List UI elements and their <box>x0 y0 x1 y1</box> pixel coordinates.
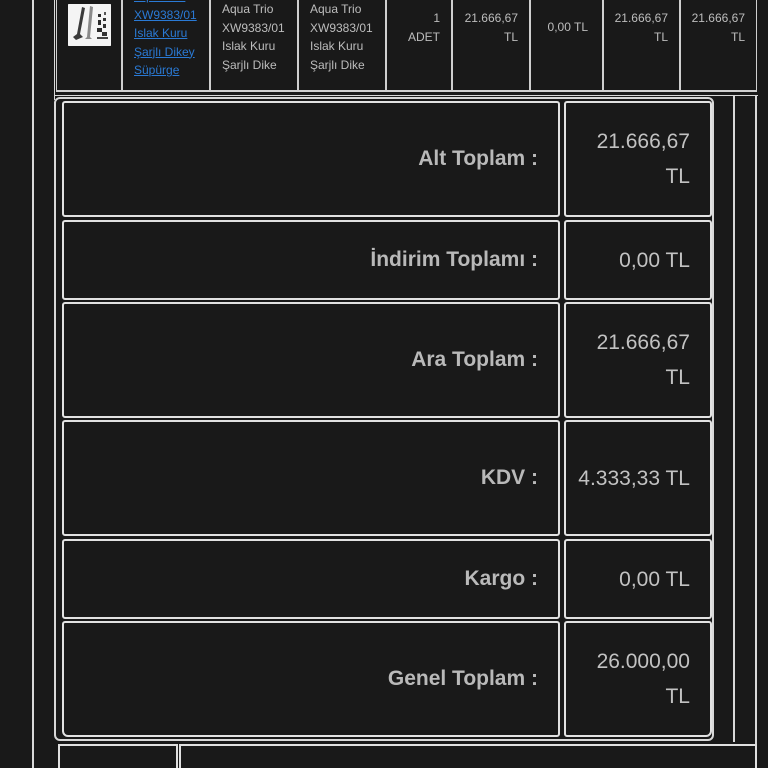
next-section-cell-left <box>58 744 178 768</box>
product-description-cell-1: Aqua Trio XW9383/01 Islak Kuru Şarjlı Di… <box>210 0 298 92</box>
intermediate-total-label: Ara Toplam : <box>62 302 560 418</box>
unit-price-cell: 21.666,67 TL <box>452 0 530 92</box>
next-section-cell-right <box>179 744 757 768</box>
intermediate-total-value: 21.666,67 TL <box>564 302 712 418</box>
outer-border-left <box>32 0 34 768</box>
net-price-cell: 21.666,67 TL <box>603 0 680 92</box>
product-name-link[interactable]: Aqua Trio XW9383/01 Islak Kuru Şarjlı Di… <box>134 0 197 77</box>
grand-total-value: 26.000,00 TL <box>564 621 712 737</box>
order-summary-table: Alt Toplam : 21.666,67 TL İndirim Toplam… <box>54 97 714 741</box>
inner-border-left <box>54 0 55 100</box>
outer-border-right-1 <box>733 96 735 742</box>
product-name-cell: Aqua Trio XW9383/01 Islak Kuru Şarjlı Di… <box>122 0 210 92</box>
quantity-unit: ADET <box>407 29 440 44</box>
quantity-value: 1 <box>433 11 440 25</box>
discount-cell: 0,00 TL <box>530 0 603 92</box>
subtotal-label: Alt Toplam : <box>62 101 560 217</box>
vacuum-cleaner-product-image[interactable] <box>68 4 111 46</box>
discount-total-value: 0,00 TL <box>564 220 712 300</box>
subtotal-value: 21.666,67 TL <box>564 101 712 217</box>
vacuum-cleaner-icon <box>68 4 111 46</box>
discount-value: 0,00 TL <box>547 20 588 34</box>
vat-value: 4.333,33 TL <box>564 420 712 536</box>
shipping-value: 0,00 TL <box>564 539 712 619</box>
product-description-cell-2: Aqua Trio XW9383/01 Islak Kuru Şarjlı Di… <box>298 0 386 92</box>
shipping-label: Kargo : <box>62 539 560 619</box>
discount-total-label: İndirim Toplamı : <box>62 220 560 300</box>
product-image-cell <box>56 0 122 92</box>
line-total-cell: 21.666,67 TL <box>680 0 757 92</box>
quantity-cell: 1 ADET <box>386 0 452 92</box>
grand-total-label: Genel Toplam : <box>62 621 560 737</box>
product-table-bottom-border <box>54 95 758 96</box>
outer-border-right-2 <box>755 96 757 768</box>
vat-label: KDV : <box>62 420 560 536</box>
